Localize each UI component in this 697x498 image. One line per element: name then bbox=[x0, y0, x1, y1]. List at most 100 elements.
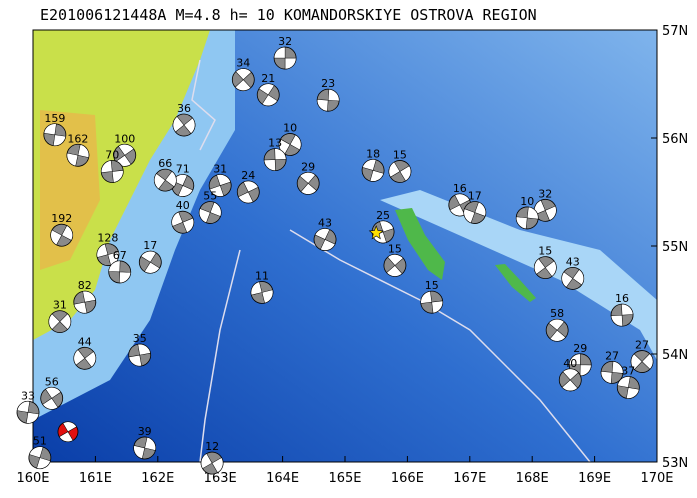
beachball-quadrant bbox=[263, 148, 287, 171]
beachball-quadrant bbox=[50, 225, 73, 246]
beachball bbox=[153, 168, 177, 192]
depth-label: 162 bbox=[67, 132, 88, 145]
depth-label: 40 bbox=[563, 357, 577, 370]
depth-label: 39 bbox=[138, 425, 152, 438]
map-title: E201006121448A M=4.8 h= 10 KOMANDORSKIYE… bbox=[40, 6, 537, 24]
main-beachball bbox=[57, 421, 79, 443]
beachball bbox=[273, 46, 297, 70]
beachball-quadrant bbox=[516, 206, 539, 230]
beachball bbox=[256, 83, 280, 107]
beachball-quadrant bbox=[29, 446, 51, 469]
beachball bbox=[545, 318, 569, 342]
depth-label: 15 bbox=[538, 245, 552, 258]
beachball-quadrant bbox=[630, 353, 654, 370]
depth-label: 10 bbox=[283, 121, 297, 134]
beachball bbox=[113, 143, 137, 167]
depth-label: 36 bbox=[177, 102, 191, 115]
beachball bbox=[50, 223, 74, 247]
beachball bbox=[108, 260, 132, 284]
beachball-quadrant bbox=[561, 368, 579, 392]
beachball-quadrant bbox=[209, 174, 231, 197]
beachball bbox=[463, 201, 487, 224]
beachball-quadrant bbox=[388, 161, 412, 182]
depth-label: 128 bbox=[97, 232, 118, 245]
depth-label: 15 bbox=[425, 279, 439, 292]
beachball bbox=[48, 310, 72, 334]
beachball-quadrant bbox=[154, 170, 177, 190]
beachball bbox=[40, 386, 64, 410]
beachball-quadrant bbox=[299, 172, 317, 195]
depth-label: 12 bbox=[205, 440, 219, 453]
beachball bbox=[73, 346, 97, 370]
x-tick-label: 162E bbox=[141, 471, 174, 486]
beachball-quadrant bbox=[42, 387, 62, 410]
depth-label: 71 bbox=[176, 163, 190, 176]
beachball bbox=[171, 174, 195, 197]
beachball bbox=[128, 343, 152, 367]
depth-label: 82 bbox=[78, 279, 92, 292]
beachball bbox=[420, 290, 444, 314]
depth-label: 23 bbox=[321, 77, 335, 90]
beachball bbox=[73, 290, 97, 314]
beachball-quadrant bbox=[73, 290, 96, 314]
depth-label: 34 bbox=[236, 57, 250, 70]
depth-label: 21 bbox=[261, 72, 275, 85]
beachball-quadrant bbox=[16, 401, 40, 424]
beachball bbox=[208, 174, 232, 197]
beachball bbox=[515, 206, 539, 230]
depth-label: 31 bbox=[213, 163, 227, 176]
depth-label: 56 bbox=[45, 375, 59, 388]
depth-label: 44 bbox=[78, 335, 92, 348]
beachball-quadrant bbox=[463, 201, 486, 224]
beachball-quadrant bbox=[133, 436, 156, 459]
basemap bbox=[32, 29, 658, 463]
beachball-quadrant bbox=[48, 313, 72, 330]
beachball-quadrant bbox=[140, 251, 160, 274]
x-tick-label: 170E bbox=[640, 471, 673, 486]
depth-label: 24 bbox=[241, 169, 255, 182]
beachball-quadrant bbox=[234, 68, 252, 91]
depth-label: 32 bbox=[278, 35, 292, 48]
beachball bbox=[313, 228, 337, 251]
beachball bbox=[66, 143, 90, 167]
beachball bbox=[296, 171, 320, 195]
beachball-quadrant bbox=[362, 159, 384, 182]
depth-label: 43 bbox=[566, 255, 580, 268]
depth-label: 67 bbox=[113, 249, 127, 262]
beachball-quadrant bbox=[171, 211, 194, 233]
beachball bbox=[138, 250, 162, 274]
x-tick-label: 168E bbox=[516, 471, 549, 486]
beachball-quadrant bbox=[610, 303, 634, 327]
x-tick-label: 169E bbox=[578, 471, 611, 486]
y-tick-label: 53N bbox=[662, 456, 688, 471]
beachball-quadrant bbox=[128, 343, 151, 367]
x-tick-label: 163E bbox=[204, 471, 237, 486]
depth-label: 35 bbox=[133, 332, 147, 345]
depth-label: 66 bbox=[158, 157, 172, 170]
beachball bbox=[361, 158, 385, 182]
beachball-quadrant bbox=[273, 46, 297, 70]
beachball-quadrant bbox=[420, 290, 443, 314]
beachball-quadrant bbox=[386, 254, 404, 277]
depth-label: 31 bbox=[53, 299, 67, 312]
beachball-quadrant bbox=[199, 201, 222, 224]
y-tick-label: 57N bbox=[662, 24, 688, 39]
depth-label: 37 bbox=[621, 364, 635, 377]
beachball bbox=[558, 368, 582, 392]
beachball-quadrant bbox=[561, 269, 584, 288]
depth-label: 29 bbox=[301, 160, 315, 173]
depth-label: 10 bbox=[520, 195, 534, 208]
x-tick-label: 164E bbox=[266, 471, 299, 486]
beachball-quadrant bbox=[372, 220, 394, 244]
depth-label: 15 bbox=[388, 242, 402, 255]
beachball bbox=[610, 303, 634, 327]
beachball bbox=[200, 451, 224, 475]
beachball bbox=[171, 210, 195, 234]
depth-label: 29 bbox=[573, 342, 587, 355]
beachball-quadrant bbox=[200, 453, 224, 473]
x-tick-label: 165E bbox=[328, 471, 361, 486]
depth-label: 51 bbox=[33, 435, 47, 448]
beachball-quadrant bbox=[58, 421, 77, 443]
beachball bbox=[231, 68, 255, 92]
depth-label: 17 bbox=[468, 190, 482, 203]
